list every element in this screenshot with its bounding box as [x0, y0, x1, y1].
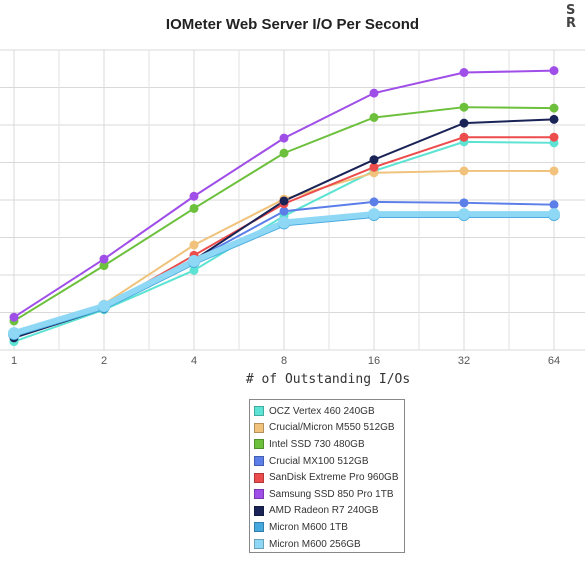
- data-point-amd-radeon-r7-240gb: [549, 114, 559, 124]
- legend-label: OCZ Vertex 460 240GB: [269, 405, 375, 417]
- data-point-amd-radeon-r7-240gb: [369, 155, 379, 165]
- data-point-micron-m600-256gb: [8, 327, 20, 340]
- data-point-crucial-micron-m550-512gb: [189, 240, 199, 250]
- data-point-crucial-micron-m550-512gb: [549, 166, 559, 176]
- legend-item: OCZ Vertex 460 240GB: [254, 403, 404, 420]
- data-point-samsung-ssd-850-pro-1tb: [459, 68, 469, 77]
- data-point-crucial-mx100-512gb: [279, 206, 289, 216]
- legend-swatch: [254, 422, 264, 433]
- legend-item: AMD Radeon R7 240GB: [254, 503, 404, 520]
- data-point-ocz-vertex-460-240gb: [189, 265, 199, 275]
- data-point-sandisk-extreme-pro-960gb: [369, 162, 379, 172]
- data-point-crucial-mx100-512gb: [549, 200, 559, 210]
- legend-swatch: [254, 489, 264, 500]
- data-point-samsung-ssd-850-pro-1tb: [9, 312, 19, 322]
- legend-label: Crucial MX100 512GB: [269, 455, 369, 467]
- chart-title: IOMeter Web Server I/O Per Second: [165, 16, 420, 33]
- x-tick-label: 1: [11, 355, 17, 367]
- legend-swatch: [254, 456, 264, 467]
- legend-label: Micron M600 256GB: [269, 538, 361, 550]
- legend-label: Intel SSD 730 480GB: [269, 438, 365, 450]
- data-point-samsung-ssd-850-pro-1tb: [549, 66, 559, 76]
- legend-item: Intel SSD 730 480GB: [254, 436, 404, 453]
- legend-label: AMD Radeon R7 240GB: [269, 505, 379, 517]
- data-point-intel-ssd-730-480gb: [189, 203, 199, 213]
- data-point-crucial-mx100-512gb: [369, 197, 379, 207]
- data-point-crucial-mx100-512gb: [459, 198, 469, 208]
- x-tick-label: 64: [548, 355, 560, 367]
- data-point-samsung-ssd-850-pro-1tb: [369, 88, 379, 98]
- data-point-amd-radeon-r7-240gb: [459, 118, 469, 128]
- x-tick-label: 16: [368, 355, 380, 367]
- legend-swatch: [254, 522, 264, 533]
- legend-item: Crucial/Micron M550 512GB: [254, 420, 404, 437]
- legend-label: Crucial/Micron M550 512GB: [269, 422, 395, 434]
- x-axis-label: # of Outstanding I/Os: [245, 372, 411, 387]
- data-point-micron-m600-256gb: [368, 208, 380, 221]
- legend-swatch: [254, 472, 264, 483]
- x-tick-label: 4: [191, 355, 197, 367]
- data-point-micron-m600-256gb: [548, 208, 560, 221]
- legend-item: Micron M600 256GB: [254, 536, 404, 553]
- data-point-micron-m600-256gb: [98, 299, 110, 312]
- data-point-intel-ssd-730-480gb: [369, 113, 379, 122]
- data-point-sandisk-extreme-pro-960gb: [459, 132, 469, 142]
- legend-item: Micron M600 1TB: [254, 519, 404, 536]
- data-point-intel-ssd-730-480gb: [99, 261, 109, 271]
- data-point-intel-ssd-730-480gb: [279, 148, 289, 158]
- legend-item: SanDisk Extreme Pro 960GB: [254, 469, 404, 486]
- x-tick-label: 2: [101, 355, 107, 367]
- data-point-intel-ssd-730-480gb: [459, 102, 469, 112]
- x-axis-ticks: 1 2 4 8 16 32 64: [11, 355, 560, 367]
- series-points: [8, 66, 560, 347]
- x-tick-label: 8: [281, 355, 287, 367]
- legend-item: Samsung SSD 850 Pro 1TB: [254, 486, 404, 503]
- legend-swatch: [254, 505, 264, 516]
- legend-swatch: [254, 406, 264, 417]
- legend-swatch: [254, 439, 264, 450]
- chart-legend: OCZ Vertex 460 240GB Crucial/Micron M550 …: [249, 399, 405, 553]
- data-point-micron-m600-256gb: [458, 208, 470, 221]
- data-point-samsung-ssd-850-pro-1tb: [99, 254, 109, 264]
- legend-label: SanDisk Extreme Pro 960GB: [269, 472, 399, 484]
- legend-label: Micron M600 1TB: [269, 521, 348, 533]
- data-point-sandisk-extreme-pro-960gb: [549, 132, 559, 142]
- data-point-samsung-ssd-850-pro-1tb: [189, 191, 199, 201]
- data-point-samsung-ssd-850-pro-1tb: [279, 133, 289, 143]
- line-chart-plot: 1 2 4 8 16 32 64: [0, 49, 585, 367]
- data-point-intel-ssd-730-480gb: [549, 103, 559, 113]
- data-point-amd-radeon-r7-240gb: [279, 196, 289, 206]
- data-point-micron-m600-256gb: [278, 216, 290, 229]
- x-tick-label: 32: [458, 355, 470, 367]
- legend-item: Crucial MX100 512GB: [254, 453, 404, 470]
- data-point-micron-m600-256gb: [188, 254, 200, 267]
- legend-label: Samsung SSD 850 Pro 1TB: [269, 488, 394, 500]
- legend-swatch: [254, 539, 264, 550]
- data-point-crucial-micron-m550-512gb: [459, 166, 469, 176]
